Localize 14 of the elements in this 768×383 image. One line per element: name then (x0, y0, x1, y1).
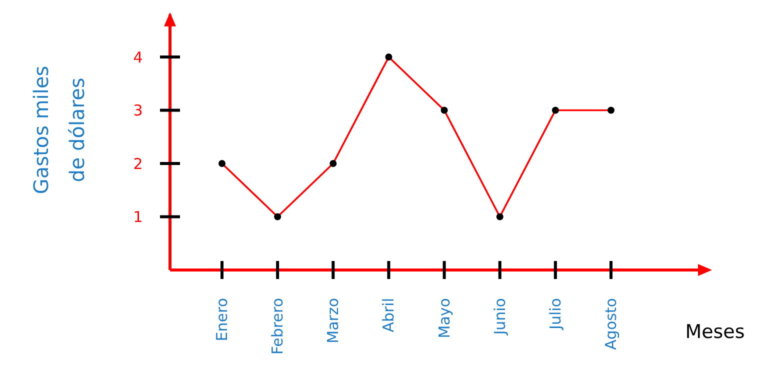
y-tick-label: 1 (133, 208, 143, 226)
x-tick-label: Enero (213, 298, 231, 342)
x-axis-title: Meses (685, 321, 745, 343)
x-tick-label: Abril (380, 298, 398, 332)
y-tick-label: 3 (133, 102, 143, 120)
x-tick-label: Agosto (602, 298, 620, 350)
y-tick-label: 4 (133, 48, 143, 66)
x-tick-label: Junio (490, 298, 509, 336)
x-tick-label: Febrero (268, 298, 287, 355)
x-tick-label: Mayo (435, 298, 454, 338)
y-axis-title: Gastos miles de dólares (29, 66, 89, 194)
y-tick-label: 2 (133, 154, 143, 173)
x-tick-label: Marzo (324, 298, 342, 344)
x-tick-label: Julio (546, 298, 564, 330)
